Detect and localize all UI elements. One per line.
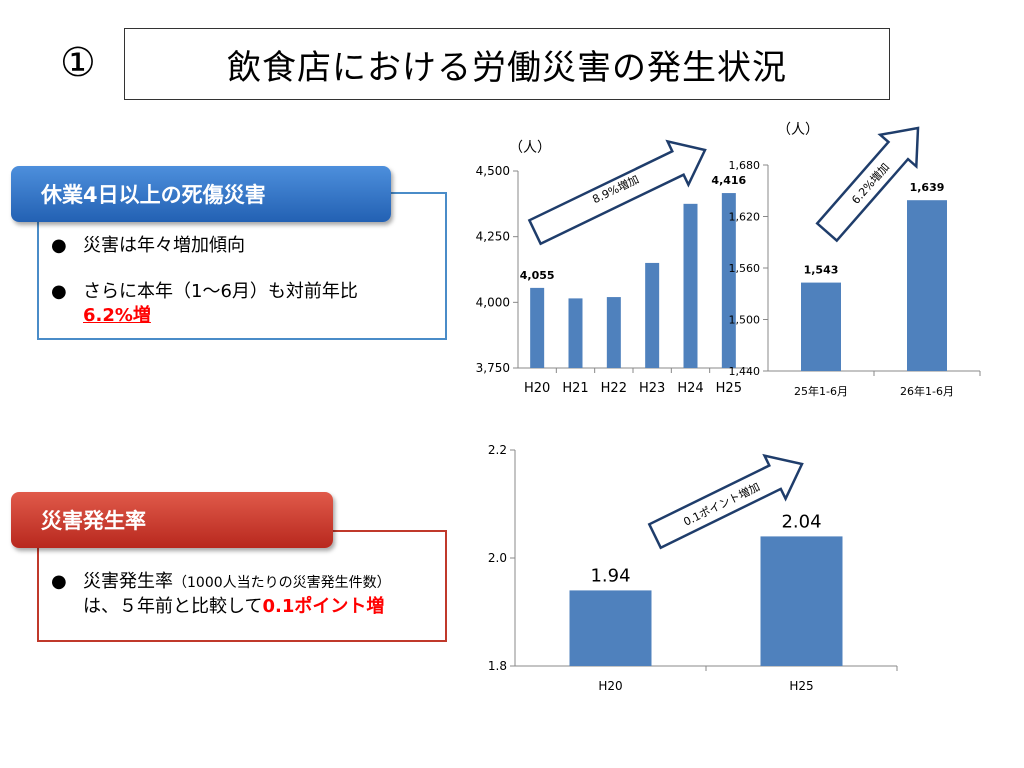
data-label: 1,639 [910, 181, 945, 194]
list-item: ● 災害は年々増加傾向 [51, 234, 245, 258]
bullet-text-note: （1000人当たりの災害発生件数） [173, 575, 391, 591]
data-label: 1.94 [590, 565, 630, 586]
x-tick-label: H21 [562, 381, 588, 396]
x-tick-label: H22 [601, 381, 627, 396]
bullet-text-main-2: は、５年前と比較して [83, 596, 263, 617]
x-tick-label: H25 [716, 381, 742, 396]
x-tick-label: H20 [598, 679, 622, 693]
bar [683, 203, 698, 368]
data-label: 2.04 [781, 511, 821, 532]
bar [568, 298, 583, 368]
x-tick-label: H23 [639, 381, 665, 396]
data-label: 4,055 [520, 269, 555, 282]
x-tick-label: H25 [789, 679, 813, 693]
bar [721, 193, 736, 368]
y-tick-label: 1,500 [729, 314, 761, 327]
y-tick-label: 1,680 [729, 159, 761, 172]
increase-arrow [527, 139, 707, 246]
bullet-icon: ● [51, 571, 67, 592]
list-item: ● 災害発生率（1000人当たりの災害発生件数） は、５年前と比較して0.1ポイ… [51, 570, 391, 619]
y-tick-label: 3,750 [476, 361, 510, 375]
injury-heading: 休業4日以上の死傷災害 [41, 183, 266, 207]
x-tick-label: 26年1-6月 [900, 384, 954, 398]
increase-arrow [815, 126, 920, 243]
rate-heading: 災害発生率 [41, 509, 146, 533]
x-tick-label: 25年1-6月 [794, 384, 848, 398]
increase-arrow [647, 453, 804, 550]
section-number: ① [60, 40, 96, 86]
bullet-text-main: 災害発生率 [83, 571, 173, 592]
x-tick-label: H24 [677, 381, 703, 396]
y-tick-label: 1,560 [729, 262, 761, 275]
rate-emphasis: 0.1ポイント増 [262, 596, 385, 617]
bar [907, 200, 947, 371]
data-label: 4,416 [711, 174, 746, 187]
bullet-text-main: さらに本年（1～6月）も対前年比 [83, 281, 358, 302]
y-tick-label: 1,440 [729, 365, 761, 378]
y-axis-title: （人） [509, 140, 551, 156]
y-tick-label: 2.2 [488, 443, 507, 457]
bar [606, 297, 621, 368]
annual-injury-chart: 3,750 4,000 4,250 4,500 （人） H20 4,055 H21 H22 H23… [476, 139, 749, 396]
bullet-icon: ● [51, 281, 67, 302]
bar [530, 287, 545, 368]
list-item: ● さらに本年（1～6月）も対前年比 6.2%増 [51, 280, 358, 328]
page-title: 飲食店における労働災害の発生状況 [124, 28, 890, 100]
y-axis-title: （人） [777, 122, 819, 138]
injury-heading-ribbon: 休業4日以上の死傷災害 [11, 166, 391, 222]
increase-emphasis: 6.2%増 [83, 305, 151, 326]
bullet-text: 災害発生率（1000人当たりの災害発生件数） は、５年前と比較して0.1ポイント… [83, 570, 391, 619]
rate-summary-panel: ● 災害発生率（1000人当たりの災害発生件数） は、５年前と比較して0.1ポイ… [37, 530, 447, 642]
y-tick-label: 2.0 [488, 551, 507, 565]
y-tick-label: 4,000 [476, 295, 510, 309]
bar [760, 536, 843, 666]
bar [645, 262, 660, 368]
data-label: 1,543 [804, 264, 839, 277]
rate-heading-ribbon: 災害発生率 [11, 492, 333, 548]
bullet-icon: ● [51, 235, 67, 256]
bullet-text: さらに本年（1～6月）も対前年比 6.2%増 [83, 280, 358, 328]
y-tick-label: 1.8 [488, 659, 507, 673]
page-title-text: 飲食店における労働災害の発生状況 [227, 47, 787, 88]
x-tick-label: H20 [524, 381, 550, 396]
y-tick-label: 4,250 [476, 230, 510, 244]
y-tick-label: 4,500 [476, 164, 510, 178]
bullet-text: 災害は年々増加傾向 [83, 235, 245, 256]
bar [569, 590, 652, 666]
half-year-injury-chart: 1,440 1,500 1,560 1,620 1,680 （人） 25年1-6月 1,543… [729, 122, 981, 398]
y-tick-label: 1,620 [729, 211, 761, 224]
bar [801, 282, 841, 371]
